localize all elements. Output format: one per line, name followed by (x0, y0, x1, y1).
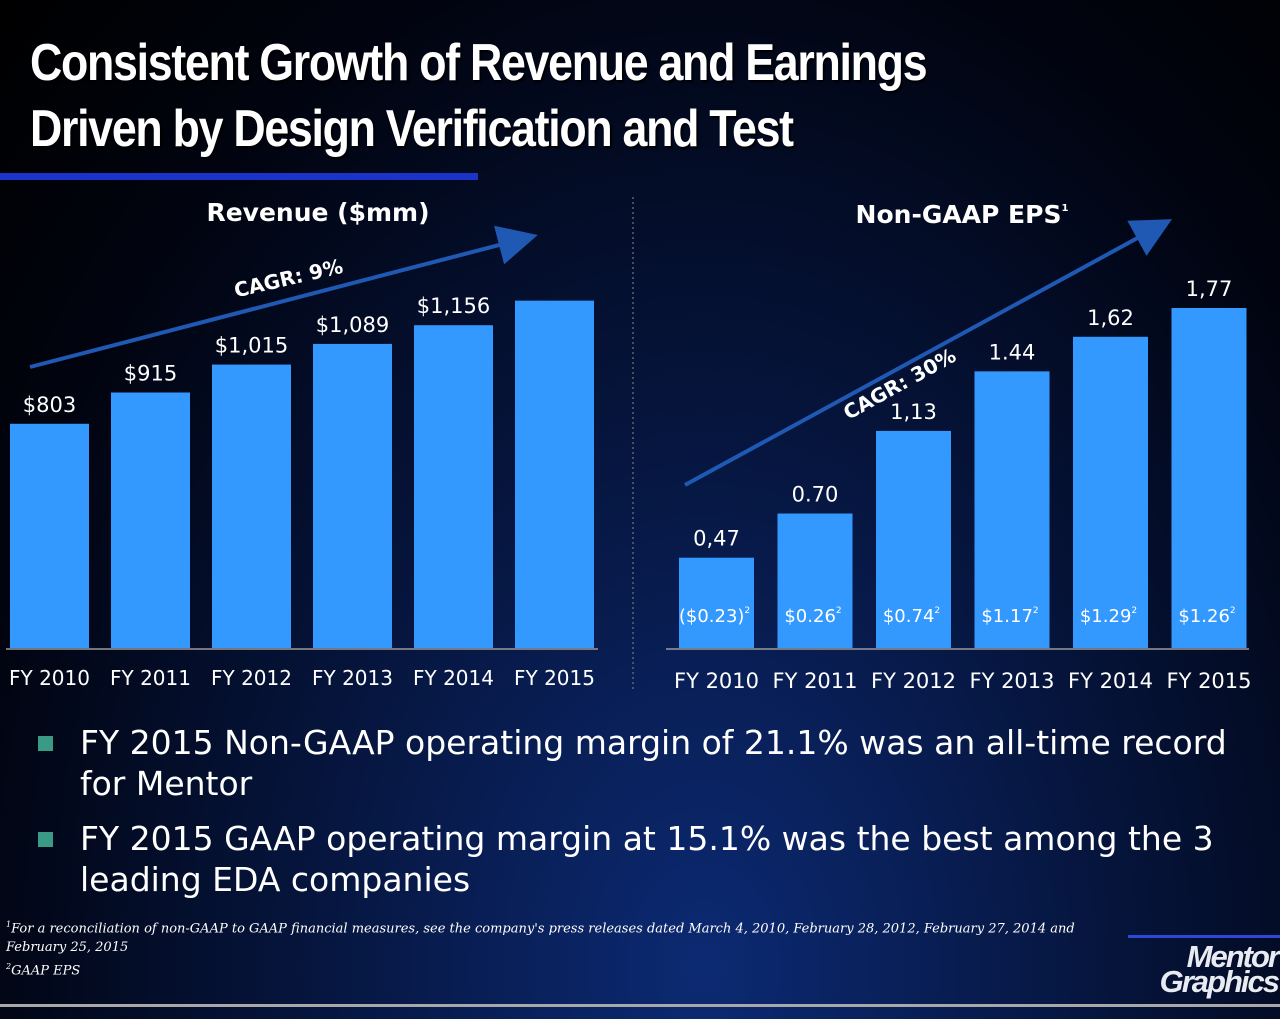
bullet-marker (38, 832, 53, 847)
chart-2-gaap-superscript: 2 (1033, 606, 1039, 616)
chart-1-category-label: FY 2014 (413, 666, 494, 690)
chart-1-data-label: $1,089 (316, 313, 389, 337)
chart-1-category-label: FY 2015 (514, 666, 595, 690)
chart-2-category-label: FY 2012 (871, 669, 956, 693)
bullet-list: FY 2015 Non-GAAP operating margin of 21.… (38, 722, 1238, 914)
logo-line-2: Graphics (1159, 964, 1280, 999)
chart-2-bar (679, 557, 754, 648)
chart-2-gaap-label: $1.292 (1080, 606, 1137, 627)
chart-1-category-label: FY 2010 (9, 666, 90, 690)
chart-1-cagr-label: CAGR: 9% (232, 254, 345, 302)
chart-1-trend-arrow (29, 225, 538, 369)
chart-2-gaap-superscript: 2 (1230, 606, 1236, 616)
chart-2-gaap-superscript: 2 (836, 606, 842, 616)
chart-1-data-label: $915 (124, 362, 177, 386)
chart-2-gaap-label: $1.262 (1178, 606, 1235, 627)
logo-rule (1128, 935, 1280, 938)
logo-line-1: Mentor (1186, 939, 1280, 974)
bottom-border (0, 1004, 1280, 1007)
chart-2-title: Non-GAAP EPS1 (856, 200, 1069, 229)
footnote-2-marker: 2 (6, 962, 12, 972)
chart-2-bar (1073, 336, 1148, 648)
charts-area: Revenue ($mm) $803 FY 2010 $915 FY 2011 $1,01… (6, 197, 1252, 693)
bullet-text: FY 2015 GAAP operating margin at 15.1% w… (80, 819, 1214, 899)
chart-2-gaap-label: $0.742 (883, 606, 940, 627)
chart-2-gaap-label: ($0.23)2 (679, 606, 750, 627)
title-line-1: Consistent Growth of Revenue and Earning… (30, 34, 928, 92)
chart-2-gaap-superscript: 2 (1131, 606, 1137, 616)
chart-1-bar (313, 343, 392, 648)
chart-1-title: Revenue ($mm) (206, 198, 429, 227)
chart-2-category-label: FY 2014 (1068, 669, 1153, 693)
chart-2-gaap-label: $0.262 (784, 606, 841, 627)
chart-2-data-label: 0.70 (792, 483, 839, 507)
bullet-text: FY 2015 Non-GAAP operating margin of 21.… (80, 723, 1227, 803)
chart-1-bar (10, 423, 89, 648)
chart-1-data-label: $1,015 (215, 334, 288, 358)
chart-2-data-label: 1,13 (890, 400, 937, 424)
chart-2-gaap-superscript: 2 (744, 606, 750, 616)
footnote-1-text: For a reconciliation of non-GAAP to GAAP… (6, 921, 1075, 956)
bullet-marker (38, 736, 53, 751)
chart-1-category-label: FY 2012 (211, 666, 292, 690)
chart-1-bar (212, 364, 291, 648)
chart-2-gaap-superscript: 2 (934, 606, 940, 616)
chart-1-bar (111, 392, 190, 648)
chart-1-category-label: FY 2013 (312, 666, 393, 690)
chart-1-category-label: FY 2011 (110, 666, 191, 690)
footnote-1: 1For a reconciliation of non-GAAP to GAA… (6, 915, 1106, 957)
bullet-item-2: FY 2015 GAAP operating margin at 15.1% w… (38, 818, 1238, 900)
footnotes: 1For a reconciliation of non-GAAP to GAA… (6, 915, 1106, 981)
chart-2-data-label: 0,47 (693, 527, 740, 551)
title-line-2: Driven by Design Verification and Test (30, 100, 794, 158)
chart-2-data-label: 1,77 (1186, 277, 1233, 301)
chart-2-trend-arrow (684, 219, 1173, 487)
chart-2-bar (1171, 307, 1247, 648)
chart-2-bar (876, 430, 951, 648)
chart-2-data-label: 1.44 (989, 340, 1036, 364)
chart-1-data-label: $1,156 (417, 294, 490, 318)
footnote-2-text: GAAP EPS (11, 963, 81, 979)
chart-2-gaap-label: $1.172 (981, 606, 1038, 627)
footnote-2: 2GAAP EPS (6, 957, 1106, 980)
slide-title: Consistent Growth of Revenue and Earning… (30, 30, 928, 162)
chart-2-data-label: 1,62 (1087, 306, 1134, 330)
chart-1-bar (515, 300, 594, 648)
footnote-1-marker: 1 (6, 920, 12, 929)
chart-2-bar (777, 513, 853, 648)
chart-1-data-label: $803 (23, 393, 76, 417)
bullet-item-1: FY 2015 Non-GAAP operating margin of 21.… (38, 722, 1238, 804)
chart-2-category-label: FY 2013 (969, 669, 1054, 693)
mentor-graphics-logo: Mentor Graphics (1140, 939, 1280, 999)
chart-2-title-superscript: 1 (1061, 203, 1068, 214)
chart-2-category-label: FY 2015 (1166, 669, 1251, 693)
chart-2-category-label: FY 2011 (772, 669, 857, 693)
title-underline (0, 173, 478, 180)
chart-1-bar (414, 325, 493, 648)
chart-2-category-label: FY 2010 (674, 669, 759, 693)
chart-2-bar (974, 371, 1050, 648)
